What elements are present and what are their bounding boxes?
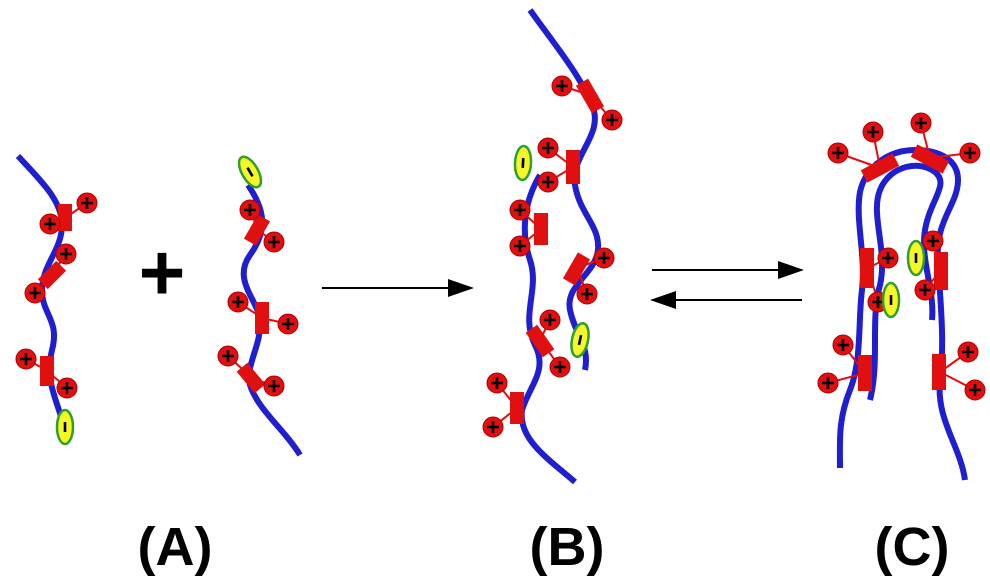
cationic-group-icon: [956, 340, 980, 364]
cationic-group-icon: [536, 170, 560, 194]
linker-block: [566, 150, 580, 184]
anionic-group-icon: [881, 281, 901, 319]
linker-block: [510, 392, 524, 424]
cationic-group-icon: [23, 281, 47, 305]
cationic-group-icon: [826, 141, 850, 165]
anionic-group-icon: [233, 151, 267, 193]
linker-block: [858, 355, 872, 391]
anionic-group-icon: [906, 239, 926, 277]
linker-block: [860, 153, 900, 183]
anionic-group-icon: [55, 408, 75, 446]
cationic-group-icon: [485, 371, 509, 395]
cationic-group-icon: [831, 333, 855, 357]
backbone: [527, 8, 602, 371]
cationic-group-icon: [75, 191, 99, 215]
linker-block: [575, 78, 605, 114]
cationic-group-icon: [508, 234, 532, 258]
plus-sign: +: [139, 228, 186, 317]
cationic-group-icon: [508, 198, 532, 222]
cationic-group-icon: [861, 120, 885, 144]
cationic-group-icon: [548, 355, 572, 379]
cationic-group-icon: [913, 278, 937, 302]
backbone: [836, 146, 968, 481]
linker-block: [243, 214, 271, 246]
cationic-group-icon: [909, 111, 933, 135]
cationic-group-icon: [816, 371, 840, 395]
cationic-group-icon: [592, 246, 616, 270]
linker-block: [910, 144, 950, 174]
linker-block: [255, 302, 269, 334]
cationic-group-icon: [54, 242, 78, 266]
cationic-group-icon: [55, 376, 79, 400]
linker-block: [40, 356, 54, 386]
cationic-group-icon: [238, 198, 262, 222]
linker-block: [525, 324, 555, 358]
cationic-group-icon: [600, 108, 624, 132]
linker-block: [37, 260, 67, 290]
cationic-group-icon: [276, 312, 300, 336]
forward-arrow-icon: [322, 279, 474, 297]
cationic-group-icon: [262, 374, 286, 398]
linker-block: [236, 362, 266, 394]
linker-block: [932, 354, 946, 390]
panel-label-a: (A): [138, 517, 213, 577]
cationic-group-icon: [921, 229, 945, 253]
cationic-group-icon: [481, 415, 505, 439]
cationic-group-icon: [536, 136, 560, 160]
cationic-group-icon: [575, 282, 599, 306]
linker-block: [562, 252, 591, 286]
anionic-group-icon: [512, 144, 534, 182]
cationic-group-icon: [958, 141, 982, 165]
cationic-group-icon: [876, 246, 900, 270]
panel-label-c: (C): [875, 517, 950, 577]
complex-c: [816, 111, 987, 481]
equilibrium-arrows-icon: [650, 261, 804, 309]
cationic-group-icon: [226, 290, 250, 314]
chain-a1: [14, 153, 99, 446]
cationic-group-icon: [262, 230, 286, 254]
cationic-group-icon: [963, 378, 987, 402]
complex-b: [481, 8, 624, 485]
cationic-group-icon: [38, 212, 62, 236]
cationic-group-icon: [538, 308, 562, 332]
cationic-group-icon: [550, 74, 574, 98]
chain-a2: [216, 151, 303, 457]
linker-block: [934, 252, 948, 290]
cationic-group-icon: [14, 347, 38, 371]
linker-block: [860, 248, 874, 288]
linker-block: [534, 213, 548, 245]
linker-block: [58, 204, 72, 231]
cationic-group-icon: [216, 344, 240, 368]
panel-label-b: (B): [530, 517, 605, 577]
